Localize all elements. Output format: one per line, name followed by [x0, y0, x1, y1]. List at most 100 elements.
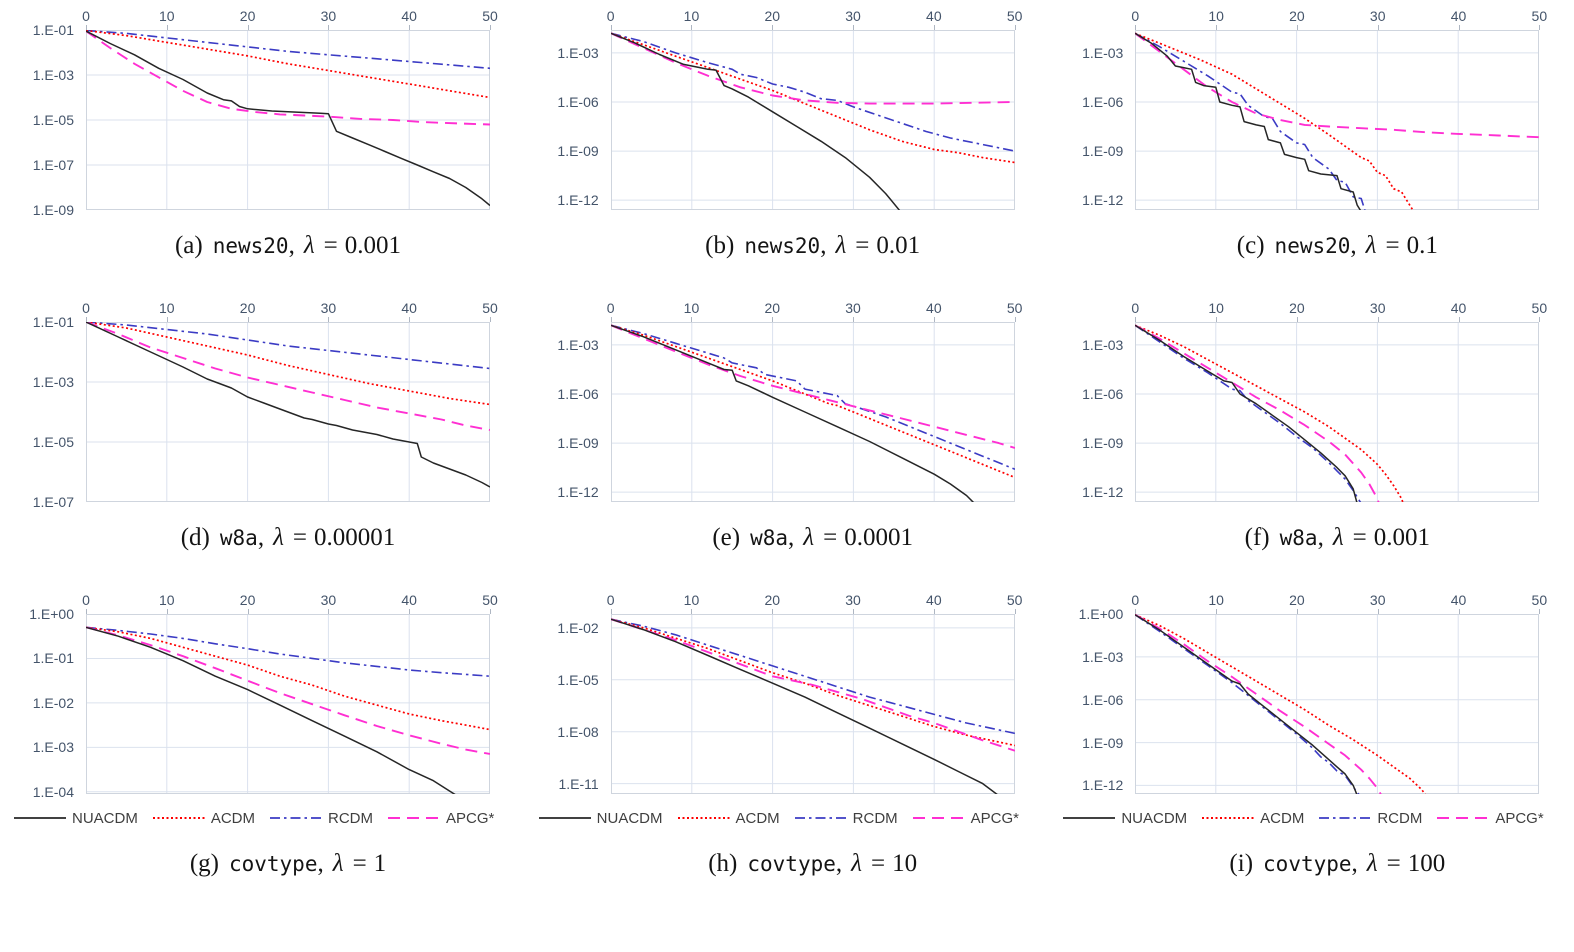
x-tick-mark — [328, 609, 330, 614]
legend: NUACDM ACDM RCDM APCG* — [1063, 808, 1574, 828]
caption-equals: = — [823, 524, 838, 551]
y-tick-label: 1.E-06 — [1082, 94, 1124, 110]
x-tick-label: 50 — [1006, 300, 1023, 316]
x-axis-labels: 0 10 20 30 40 50 — [82, 8, 498, 30]
caption-comma: , — [1317, 524, 1324, 551]
x-tick-label: 10 — [683, 300, 700, 316]
x-tick-mark — [1458, 609, 1460, 614]
series-line-APCG* — [1135, 614, 1383, 794]
legend-label: NUACDM — [72, 809, 138, 827]
x-tick-label: 50 — [1531, 592, 1548, 608]
y-tick-label: 1.E-09 — [557, 435, 599, 452]
x-tick-mark — [1216, 25, 1218, 30]
x-tick-label: 30 — [320, 300, 337, 316]
x-tick-mark — [1377, 317, 1379, 322]
x-tick-mark — [1296, 317, 1298, 322]
y-tick-label: 1.E-05 — [32, 434, 74, 450]
series-line-RCDM — [86, 626, 490, 677]
plot-border — [610, 30, 1015, 210]
caption-comma: , — [1351, 850, 1358, 877]
x-tick-mark — [772, 609, 774, 614]
x-axis-labels: 0 10 20 30 40 50 — [82, 300, 498, 322]
x-tick-mark — [691, 609, 693, 614]
y-axis-labels: 1.E+00 1.E-01 1.E-02 1.E-03 1.E-04 — [14, 606, 78, 800]
plot-svg-f — [1135, 322, 1540, 502]
chart-caption-f: (f) w8a, λ = 0.001 — [1135, 524, 1539, 552]
caption-lambda-symbol: λ — [851, 850, 862, 877]
x-tick-label: 10 — [1208, 592, 1224, 608]
legend-label: ACDM — [210, 809, 256, 827]
series-line-ACDM — [86, 30, 490, 99]
x-tick-label: 0 — [1131, 300, 1140, 316]
y-axis-labels: 1.E-03 1.E-06 1.E-09 1.E-12 — [539, 30, 603, 210]
y-tick-label: 1.E-07 — [32, 494, 74, 510]
legend-label: RCDM — [1377, 809, 1423, 827]
y-tick-label: 1.E-12 — [557, 484, 599, 501]
series-line-APCG* — [1135, 324, 1380, 502]
caption-comma: , — [835, 850, 843, 877]
y-tick-label: 1.E-02 — [557, 619, 599, 636]
series-line-RCDM — [610, 324, 1015, 471]
caption-comma: , — [788, 524, 795, 551]
legend-label: APCG* — [1495, 809, 1544, 827]
caption-dataset: w8a — [1279, 526, 1318, 550]
x-tick-mark — [328, 317, 330, 322]
chart-caption-c: (c) news20, λ = 0.1 — [1135, 232, 1539, 260]
x-tick-mark — [610, 25, 612, 30]
legend-item-RCDM: RCDM — [794, 810, 898, 827]
x-tick-label: 50 — [482, 8, 498, 24]
caption-index: (h) — [708, 850, 738, 877]
plot-border — [610, 614, 1015, 794]
x-tick-mark — [933, 317, 935, 322]
x-tick-label: 40 — [401, 300, 417, 316]
x-tick-label: 40 — [926, 592, 942, 608]
x-tick-label: 30 — [845, 8, 861, 24]
x-tick-mark — [1014, 609, 1016, 614]
caption-lambda-symbol: λ — [1366, 850, 1378, 877]
caption-dataset: w8a — [219, 526, 258, 550]
x-tick-label: 0 — [1131, 592, 1140, 608]
caption-equals: = — [1385, 232, 1400, 259]
series-line-NUACDM — [610, 618, 998, 794]
plot-wrap: 1.E-02 1.E-05 1.E-08 1.E-11 — [557, 614, 1015, 794]
series-line-ACDM — [86, 626, 490, 731]
y-tick-label: 1.E-01 — [32, 22, 74, 38]
x-tick-mark — [490, 317, 491, 322]
legend-label: RCDM — [328, 809, 374, 827]
series-line-NUACDM — [610, 32, 900, 210]
y-tick-label: 1.E+00 — [29, 606, 74, 622]
x-tick-mark — [1458, 317, 1460, 322]
x-tick-mark — [1216, 609, 1218, 614]
y-tick-label: 1.E-03 — [1082, 44, 1124, 61]
y-tick-label: 1.E-12 — [1082, 484, 1124, 501]
legend-item-RCDM: RCDM — [270, 810, 373, 827]
series-line-APCG* — [610, 32, 1015, 105]
x-tick-label: 40 — [1450, 592, 1467, 608]
caption-index: (f) — [1244, 524, 1270, 551]
x-tick-label: 20 — [764, 300, 781, 316]
legend: NUACDM ACDM RCDM APCG* — [14, 808, 525, 828]
caption-index: (i) — [1229, 850, 1254, 877]
x-axis-labels: 0 10 20 30 40 50 — [82, 592, 498, 614]
x-tick-mark — [1135, 609, 1137, 614]
x-axis-labels: 0 10 20 30 40 50 — [607, 592, 1022, 614]
plot-border — [610, 322, 1015, 502]
chart-caption-a: (a) news20, λ = 0.001 — [86, 232, 490, 260]
x-tick-mark — [691, 25, 693, 30]
x-tick-label: 0 — [82, 300, 90, 316]
chart-panel-b: 0 10 20 30 40 50 1.E-03 1.E-06 1.E-09 1.E-12 (b) ne… — [525, 8, 1050, 260]
y-tick-label: 1.E-12 — [557, 192, 599, 209]
x-tick-mark — [853, 609, 855, 614]
y-tick-label: 1.E-05 — [32, 112, 74, 128]
legend-line-sample-RCDM — [1319, 817, 1372, 819]
caption-lambda-symbol: λ — [332, 850, 344, 877]
series-line-NUACDM — [610, 324, 974, 502]
x-tick-label: 40 — [926, 300, 942, 316]
chart-area-f: 0 10 20 30 40 50 1.E-03 1.E-06 1.E-09 1.E-12 — [1063, 300, 1574, 502]
series-line-RCDM — [610, 618, 1015, 735]
y-tick-label: 1.E-11 — [558, 775, 599, 792]
series-line-ACDM — [610, 618, 1015, 747]
x-tick-label: 50 — [1006, 8, 1023, 24]
x-tick-label: 40 — [1450, 300, 1467, 316]
x-tick-label: 20 — [239, 592, 256, 608]
